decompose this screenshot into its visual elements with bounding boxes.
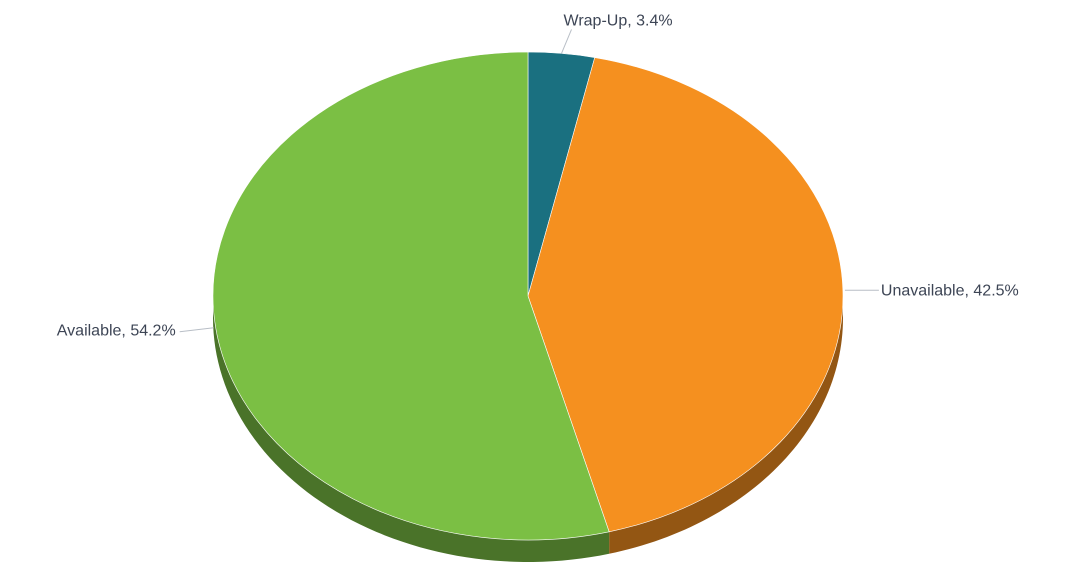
- pie-data-labels: Wrap-Up, 3.4% Unavailable, 42.5% Available…: [57, 12, 1019, 339]
- leader-line-wrap-up: [561, 29, 572, 54]
- data-label-wrap-up: Wrap-Up, 3.4%: [564, 12, 673, 29]
- data-label-available: Available, 54.2%: [57, 323, 176, 340]
- pie-slice-available[interactable]: [212, 51, 610, 541]
- pie-slices: [212, 51, 844, 562]
- pie-side-available: [213, 296, 610, 562]
- pie-slice-unavailable[interactable]: [527, 57, 844, 533]
- data-label-unavailable: Unavailable, 42.5%: [881, 282, 1019, 299]
- leader-line-available: [179, 327, 214, 333]
- pie-side-unavailable: [609, 296, 843, 554]
